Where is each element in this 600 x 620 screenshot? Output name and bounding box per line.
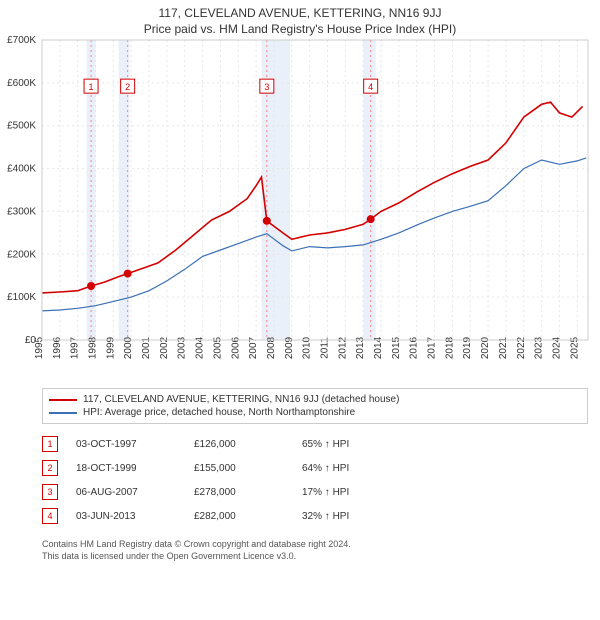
svg-text:£200K: £200K xyxy=(7,249,36,260)
footer: Contains HM Land Registry data © Crown c… xyxy=(42,538,588,562)
legend-swatch xyxy=(49,399,77,401)
svg-text:£400K: £400K xyxy=(7,164,36,175)
sale-marker-badge: 3 xyxy=(42,484,58,500)
chart-subtitle: Price paid vs. HM Land Registry's House … xyxy=(0,20,600,40)
svg-text:1: 1 xyxy=(89,82,94,92)
legend-row: HPI: Average price, detached house, Nort… xyxy=(49,406,581,419)
svg-text:£100K: £100K xyxy=(7,292,36,303)
sale-row: 4 03-JUN-2013 £282,000 32% ↑ HPI xyxy=(42,504,588,528)
sale-hpi: 17% ↑ HPI xyxy=(302,487,392,498)
svg-text:£700K: £700K xyxy=(7,35,36,46)
svg-text:£300K: £300K xyxy=(7,206,36,217)
sale-date: 18-OCT-1999 xyxy=(76,463,176,474)
sale-marker-badge: 1 xyxy=(42,436,58,452)
sale-row: 3 06-AUG-2007 £278,000 17% ↑ HPI xyxy=(42,480,588,504)
sale-date: 03-JUN-2013 xyxy=(76,511,176,522)
sale-price: £278,000 xyxy=(194,487,284,498)
footer-line-2: This data is licensed under the Open Gov… xyxy=(42,550,588,562)
svg-text:£600K: £600K xyxy=(7,78,36,89)
legend-row: 117, CLEVELAND AVENUE, KETTERING, NN16 9… xyxy=(49,393,581,406)
sale-date: 06-AUG-2007 xyxy=(76,487,176,498)
sale-hpi: 32% ↑ HPI xyxy=(302,511,392,522)
sale-marker-badge: 2 xyxy=(42,460,58,476)
sale-marker-badge: 4 xyxy=(42,508,58,524)
sale-hpi: 65% ↑ HPI xyxy=(302,439,392,450)
legend: 117, CLEVELAND AVENUE, KETTERING, NN16 9… xyxy=(42,388,588,424)
footer-line-1: Contains HM Land Registry data © Crown c… xyxy=(42,538,588,550)
sale-price: £282,000 xyxy=(194,511,284,522)
price-chart: £0£100K£200K£300K£400K£500K£600K£700K199… xyxy=(42,40,588,380)
sale-row: 2 18-OCT-1999 £155,000 64% ↑ HPI xyxy=(42,456,588,480)
legend-label: 117, CLEVELAND AVENUE, KETTERING, NN16 9… xyxy=(83,394,399,405)
sale-hpi: 64% ↑ HPI xyxy=(302,463,392,474)
svg-text:2: 2 xyxy=(125,82,130,92)
svg-text:3: 3 xyxy=(264,82,269,92)
svg-text:4: 4 xyxy=(368,82,373,92)
legend-label: HPI: Average price, detached house, Nort… xyxy=(83,407,355,418)
chart-container: 117, CLEVELAND AVENUE, KETTERING, NN16 9… xyxy=(0,0,600,620)
sale-price: £155,000 xyxy=(194,463,284,474)
svg-text:£500K: £500K xyxy=(7,121,36,132)
legend-swatch xyxy=(49,412,77,414)
chart-area: £0£100K£200K£300K£400K£500K£600K£700K199… xyxy=(42,40,588,380)
sales-table: 1 03-OCT-1997 £126,000 65% ↑ HPI 2 18-OCT-199… xyxy=(42,432,588,528)
chart-title: 117, CLEVELAND AVENUE, KETTERING, NN16 9… xyxy=(0,0,600,20)
sale-price: £126,000 xyxy=(194,439,284,450)
sale-date: 03-OCT-1997 xyxy=(76,439,176,450)
sale-row: 1 03-OCT-1997 £126,000 65% ↑ HPI xyxy=(42,432,588,456)
